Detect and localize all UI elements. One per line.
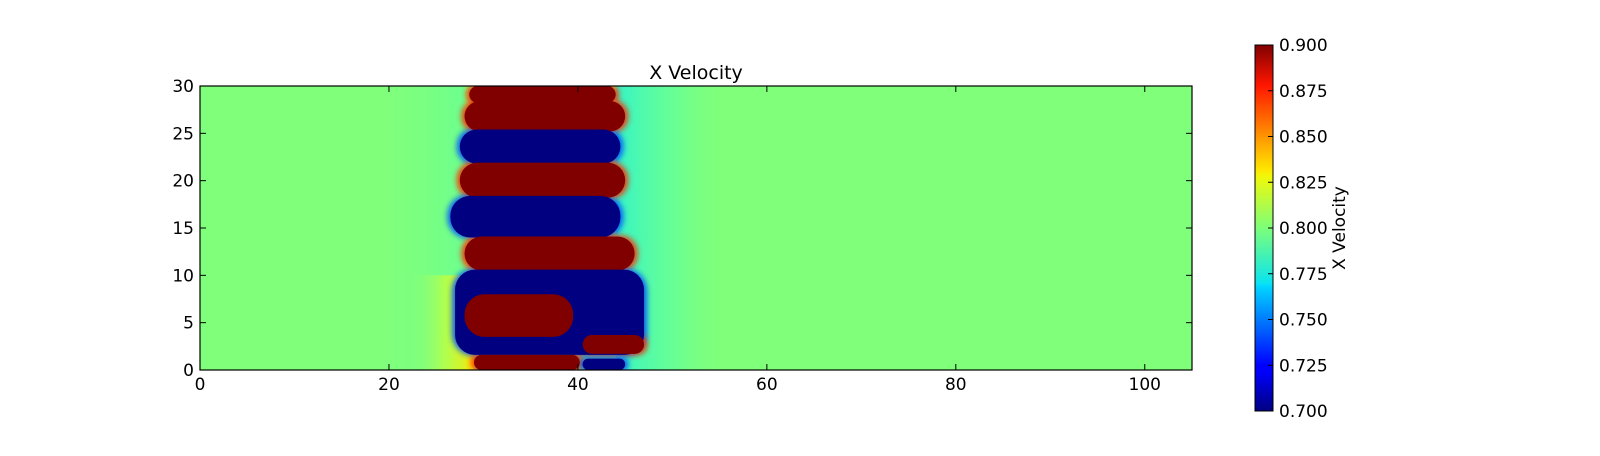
vortex-low-2 [459, 129, 621, 164]
x-axis: 0 20 40 60 80 100 [195, 86, 1161, 395]
plot-area: 0 20 40 60 80 100 0 5 10 15 20 25 30 X Velocity [172, 62, 1193, 395]
x-tick-label: 100 [1129, 375, 1161, 395]
vortex-low-4 [450, 195, 621, 238]
y-tick-label: 15 [172, 219, 194, 239]
y-tick-label: 10 [172, 266, 194, 286]
colorbar: 0.700 0.725 0.750 0.775 0.800 0.825 0.850 0.875… [1254, 36, 1350, 422]
colorbar-ticks: 0.700 0.725 0.750 0.775 0.800 0.825 0.850 0.875… [1268, 36, 1328, 422]
y-tick-label: 30 [172, 77, 194, 97]
colorbar-tick-label: 0.775 [1279, 265, 1328, 285]
vortex-high-0 [469, 86, 616, 104]
colorbar-tick-label: 0.850 [1279, 128, 1328, 148]
vortex-high-7 [464, 294, 574, 337]
colorbar-tick-label: 0.900 [1279, 36, 1328, 56]
vortex-high-9 [473, 354, 580, 370]
x-tick-label: 80 [945, 375, 967, 395]
colorbar-tick-label: 0.875 [1279, 82, 1328, 102]
y-axis: 0 5 10 15 20 25 30 [172, 77, 1192, 381]
colorbar-tick-label: 0.750 [1279, 311, 1328, 331]
x-tick-label: 40 [567, 375, 589, 395]
y-tick-label: 25 [172, 124, 194, 144]
y-tick-label: 20 [172, 172, 194, 192]
colorbar-tick-label: 0.700 [1279, 402, 1328, 422]
colorbar-label: X Velocity [1330, 186, 1350, 270]
colorbar-tick-label: 0.825 [1279, 173, 1328, 193]
chart-title: X Velocity [649, 62, 743, 84]
vortex-high-3 [459, 162, 626, 198]
colorbar-tick-label: 0.725 [1279, 356, 1328, 376]
y-tick-label: 0 [183, 361, 194, 381]
x-tick-label: 60 [756, 375, 778, 395]
x-tick-label: 20 [378, 375, 400, 395]
y-tick-label: 5 [183, 314, 194, 334]
vortex-high-1 [464, 101, 626, 132]
colorbar-tick-label: 0.800 [1279, 219, 1328, 239]
x-tick-label: 0 [195, 375, 206, 395]
vortex-low-10 [582, 358, 626, 370]
vortex-high-5 [464, 236, 635, 271]
heatmap-field [447, 86, 648, 370]
vortex-high-8 [582, 334, 645, 354]
